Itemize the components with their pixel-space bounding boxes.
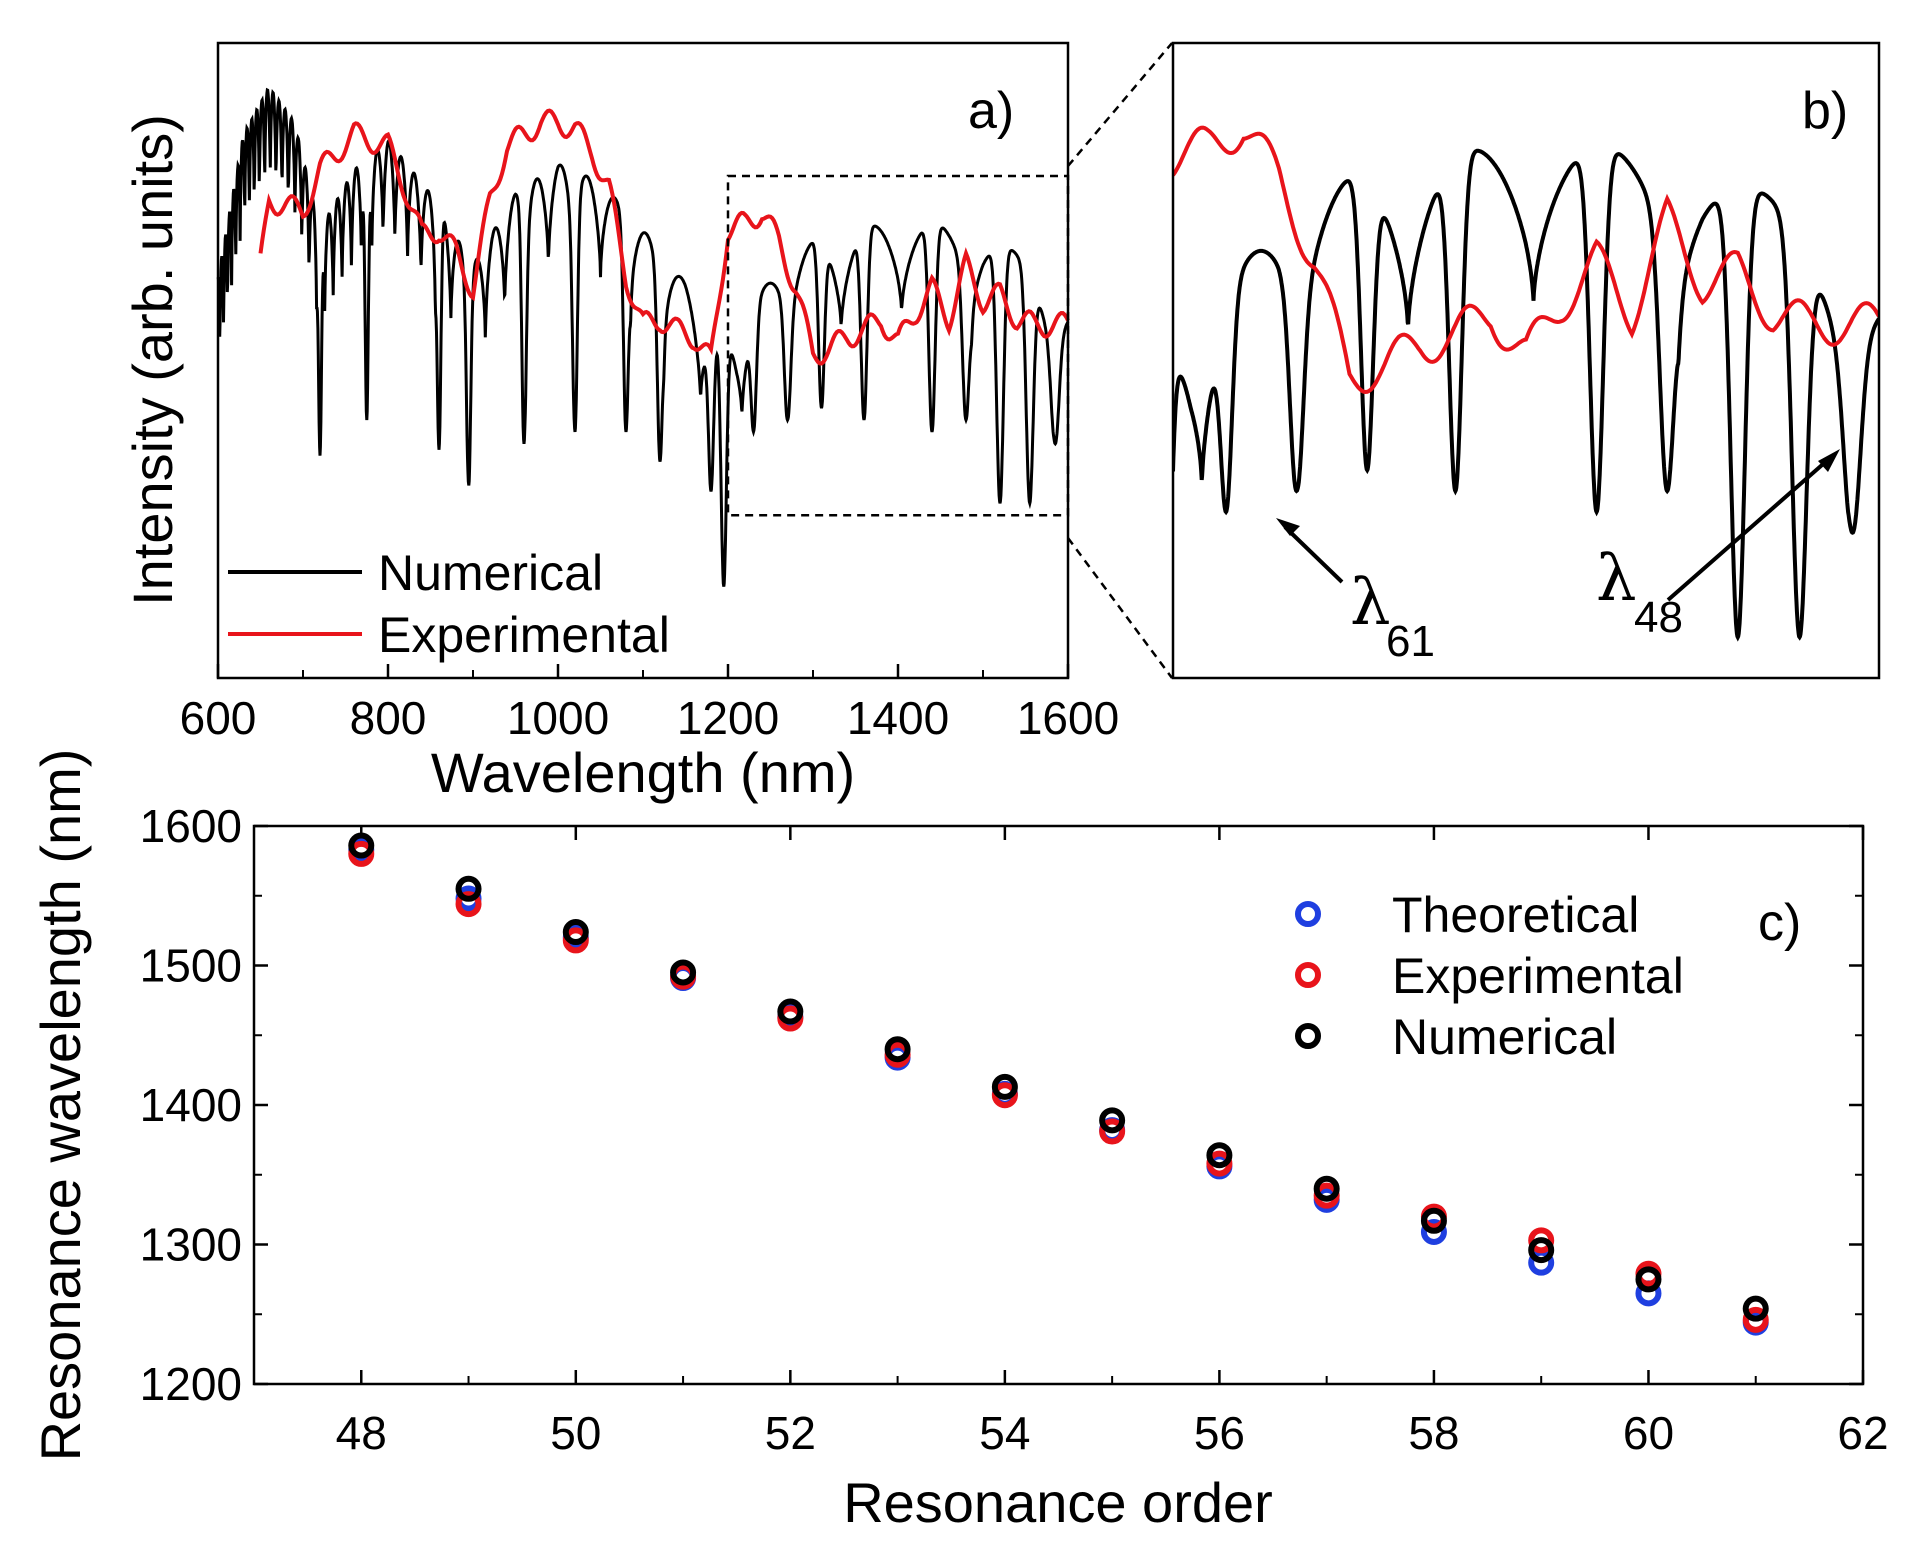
point-numerical	[1742, 1295, 1769, 1322]
panel-c-x-tick-label: 62	[1837, 1407, 1888, 1459]
point-experimental	[1528, 1227, 1555, 1254]
panel-c-y-tick-label: 1300	[140, 1219, 242, 1271]
zoom-connector-top	[1067, 42, 1173, 167]
panel-a-plot-area	[216, 87, 1070, 587]
point-numerical	[455, 875, 482, 902]
panel-a-spectrum: 600 800 1000 1200 1400 1600 Wavelength (nm) I…	[121, 41, 1119, 804]
point-numerical	[562, 919, 589, 946]
point-theoretical	[1420, 1218, 1447, 1245]
panel-c-x-tick-label: 54	[979, 1407, 1030, 1459]
lambda-48-subscript: 48	[1634, 593, 1683, 642]
lambda-61-arrow	[1283, 525, 1344, 584]
legend-numerical-marker	[1295, 1023, 1321, 1049]
panel-a-x-axis-title: Wavelength (nm)	[431, 741, 855, 804]
point-experimental	[991, 1082, 1018, 1109]
panel-c-ticks: 48 50 52 54 56 58 60 62 1200 1300 1400 1500 1600	[140, 800, 1889, 1459]
point-numerical	[1420, 1207, 1447, 1234]
panel-b-label: b)	[1802, 82, 1848, 140]
panel-a-legend: Numerical Experimental	[228, 545, 670, 663]
panel-a-numerical-line	[216, 87, 1070, 587]
panel-b-numerical-line	[1173, 148, 1879, 642]
lambda-61-arrowhead	[1276, 518, 1300, 536]
legend-c-numerical-label: Numerical	[1392, 1009, 1617, 1065]
panel-c-y-tick-label: 1500	[140, 940, 242, 992]
panel-b-plot-area	[1173, 125, 1879, 642]
point-experimental	[455, 891, 482, 918]
point-experimental	[1099, 1118, 1126, 1145]
point-experimental	[1206, 1150, 1233, 1177]
panel-a-label: a)	[968, 82, 1014, 140]
panel-b-frame	[1171, 41, 1881, 680]
panel-a-x-tick-label: 1000	[507, 692, 609, 744]
panel-a-experimental-line	[258, 108, 1070, 366]
legend-experimental-marker	[1295, 962, 1321, 988]
panel-c-y-tick-label: 1400	[140, 1079, 242, 1131]
panel-c-x-tick-label: 60	[1623, 1407, 1674, 1459]
panel-a-x-tick-label: 1600	[1017, 692, 1119, 744]
panel-c-label: c)	[1758, 894, 1801, 952]
panel-c-scatter: 48 50 52 54 56 58 60 62 1200 1300 1400 1500 1600 Res…	[29, 749, 1889, 1534]
lambda-48-symbol: λ	[1596, 542, 1637, 616]
point-numerical	[777, 998, 804, 1025]
annotation-lambda-61: λ 61	[1276, 518, 1435, 666]
point-experimental	[1742, 1306, 1769, 1333]
point-experimental	[348, 840, 375, 867]
point-numerical	[1528, 1237, 1555, 1264]
annotation-lambda-48: λ 48	[1596, 449, 1840, 642]
lambda-61-symbol: λ	[1350, 566, 1391, 640]
zoom-connector-bottom	[1066, 537, 1174, 679]
panel-c-x-axis-title: Resonance order	[843, 1471, 1273, 1534]
legend-theoretical-label: Theoretical	[1392, 887, 1639, 943]
panel-a-y-axis-title: Intensity (arb. units)	[121, 114, 184, 606]
point-numerical	[1313, 1175, 1340, 1202]
legend-experimental-label: Experimental	[378, 607, 670, 663]
lambda-48-arrowhead	[1818, 449, 1840, 472]
panel-a-x-ticks: 600 800 1000 1200 1400 1600	[180, 664, 1119, 744]
point-numerical	[991, 1073, 1018, 1100]
panel-c-points	[348, 832, 1769, 1336]
panel-b-experimental-line	[1173, 125, 1879, 395]
point-numerical	[1635, 1266, 1662, 1293]
panel-a-x-tick-label: 1200	[677, 692, 779, 744]
panel-c-x-tick-label: 50	[550, 1407, 601, 1459]
panel-a-x-tick-label: 600	[180, 692, 257, 744]
panel-a-x-tick-label: 800	[350, 692, 427, 744]
point-numerical	[348, 832, 375, 859]
point-numerical	[1206, 1142, 1233, 1169]
legend-numerical-label: Numerical	[378, 545, 603, 601]
point-numerical	[1099, 1107, 1126, 1134]
point-experimental	[562, 927, 589, 954]
panel-a-frame	[216, 41, 1070, 680]
panel-a-x-tick-label: 1400	[847, 692, 949, 744]
panel-c-x-tick-label: 48	[336, 1407, 387, 1459]
legend-theoretical-marker	[1295, 901, 1321, 927]
panel-c-y-tick-label: 1200	[140, 1358, 242, 1410]
panel-c-x-tick-label: 52	[765, 1407, 816, 1459]
legend-c-experimental-label: Experimental	[1392, 948, 1684, 1004]
panel-c-y-tick-label: 1600	[140, 800, 242, 852]
panel-c-legend: Theoretical Experimental Numerical	[1295, 887, 1684, 1065]
lambda-61-subscript: 61	[1386, 617, 1435, 666]
point-numerical	[670, 959, 697, 986]
panel-c-x-tick-label: 56	[1194, 1407, 1245, 1459]
lambda-48-arrow	[1666, 456, 1832, 602]
point-numerical	[884, 1036, 911, 1063]
panel-c-x-tick-label: 58	[1408, 1407, 1459, 1459]
panel-c-y-axis-title: Resonance wavelength (nm)	[29, 749, 92, 1462]
panel-a-zoom-box	[726, 174, 1070, 517]
panel-b-zoom: b) λ 61 λ 48	[1171, 41, 1881, 680]
